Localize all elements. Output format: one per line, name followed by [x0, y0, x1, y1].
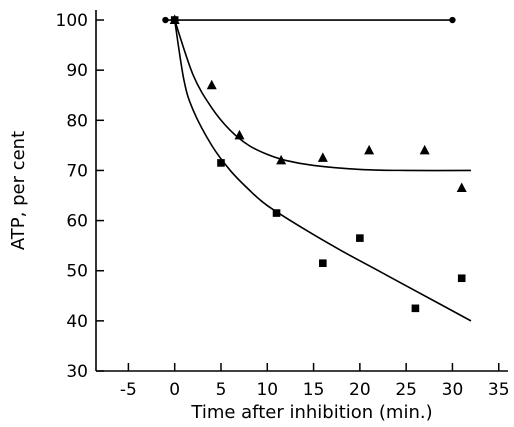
triangle-data-point — [317, 152, 328, 162]
y-tick-label: 60 — [66, 212, 88, 232]
circle-data-point — [449, 16, 456, 24]
x-tick-label: -5 — [120, 380, 137, 400]
square-data-point — [170, 16, 179, 24]
data-points — [162, 14, 467, 313]
y-tick-label: 90 — [66, 61, 88, 81]
triangle-data-point — [419, 144, 430, 155]
square-data-point — [411, 304, 420, 313]
y-tick-label: 50 — [66, 262, 88, 282]
y-tick-label: 40 — [66, 312, 88, 332]
triangle-data-point — [276, 154, 287, 165]
y-tick-label: 70 — [66, 161, 88, 181]
triangle-data-point — [206, 79, 217, 90]
y-axis-label: ATP, per cent — [8, 131, 29, 250]
x-tick-label: 5 — [216, 380, 227, 400]
x-tick-label: 30 — [442, 380, 464, 400]
triangle-series-curve — [173, 19, 471, 172]
x-ticks: -5 0 5 10 15 20 25 30 35 — [120, 363, 510, 400]
y-tick-label: 100 — [56, 11, 88, 31]
axes — [95, 10, 508, 372]
square-series-curve — [173, 19, 472, 322]
triangle-data-point — [234, 129, 245, 140]
x-axis-label: Time after inhibition (min.) — [190, 402, 432, 423]
square-data-point — [457, 274, 466, 283]
y-ticks: 30 40 50 60 70 80 90 100 — [56, 11, 104, 382]
x-tick-label: 25 — [395, 380, 417, 400]
x-tick-label: 10 — [256, 380, 278, 400]
x-tick-label: 15 — [303, 380, 325, 400]
fitted-curves — [165, 19, 472, 322]
circle-data-point — [162, 16, 169, 24]
x-tick-label: 0 — [169, 380, 180, 400]
y-tick-label: 80 — [66, 111, 88, 131]
triangle-data-point — [456, 182, 467, 192]
x-tick-label: 20 — [349, 380, 371, 400]
square-data-point — [319, 259, 327, 268]
x-tick-label: 35 — [488, 380, 510, 400]
square-data-point — [356, 234, 364, 242]
y-tick-label: 30 — [66, 362, 88, 382]
square-data-point — [217, 159, 225, 167]
triangle-data-point — [364, 144, 375, 155]
square-data-point — [272, 209, 281, 217]
